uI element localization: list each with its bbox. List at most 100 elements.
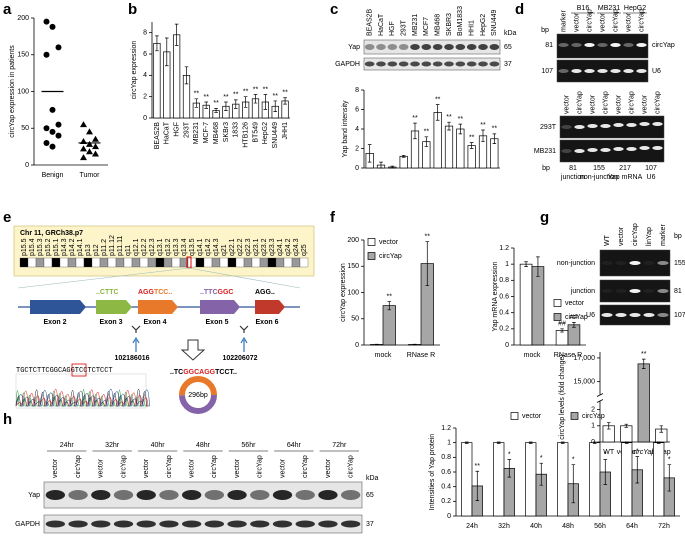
point	[43, 18, 50, 25]
size-label: 81	[674, 288, 682, 295]
bar	[557, 442, 569, 517]
band	[643, 289, 655, 293]
x-tick-label: 24h	[466, 523, 478, 530]
lane-label: vector	[98, 458, 105, 478]
x-tick-label: HTB126	[242, 122, 249, 148]
bar	[620, 425, 633, 443]
band	[45, 490, 66, 500]
row-label: GAPDH	[15, 521, 40, 528]
band	[615, 289, 627, 293]
band-label: p13	[85, 244, 92, 256]
band	[652, 122, 663, 126]
x-tick-label: 48h	[562, 523, 574, 530]
error-bar	[204, 101, 209, 109]
exon-label: Exon 6	[256, 319, 279, 326]
band	[387, 44, 398, 50]
exon	[138, 300, 178, 314]
lane-label: vector	[563, 94, 570, 114]
sequence-part: TCCT..	[215, 369, 237, 376]
band	[181, 490, 202, 500]
axis-break	[596, 399, 604, 403]
band	[610, 69, 621, 73]
lane-label: circYap	[654, 91, 661, 114]
band	[364, 61, 375, 67]
band	[558, 69, 569, 73]
chromosome-band	[211, 257, 221, 268]
chromosome-title: Chr 11, GRCh38.p7	[20, 230, 83, 237]
significance-label: **	[387, 293, 393, 300]
y-tick-label: 50	[351, 316, 359, 323]
x-tick-label: BEAS2B	[154, 122, 161, 150]
bar	[637, 363, 650, 443]
lane-label: circYap	[576, 91, 583, 114]
sequence: AGG..	[255, 289, 275, 296]
error-bar	[624, 423, 629, 428]
lane-label: circYap	[632, 223, 639, 246]
x-tick-label: 293T	[183, 121, 190, 138]
band	[227, 520, 247, 528]
error-bar	[367, 144, 372, 163]
lane-label: WT	[604, 234, 611, 246]
band-label: p15.1	[53, 238, 60, 256]
gel	[43, 514, 363, 534]
band	[113, 520, 134, 528]
band	[410, 61, 420, 67]
error-bar	[524, 261, 528, 267]
legend-label: circYap	[379, 253, 402, 260]
bar	[567, 324, 581, 346]
band	[295, 520, 315, 528]
size-label: 81	[545, 42, 553, 49]
band	[45, 520, 66, 528]
axis-break	[596, 393, 604, 397]
chromosome-band	[131, 257, 141, 268]
y-axis-label: circYap expression	[340, 263, 347, 322]
y-tick-label: 0.4	[499, 310, 509, 317]
panel-label: h	[3, 411, 12, 428]
x-tick-label: SKBr3	[223, 122, 230, 142]
band-label: q24.1	[277, 238, 284, 256]
chromosome-band	[275, 257, 285, 268]
y-axis-label: Intensities of Yap protein	[429, 434, 436, 511]
error-bar	[447, 121, 451, 131]
error-bar	[224, 101, 228, 111]
band-label: q22.2	[237, 238, 244, 256]
time-label: 40hr	[151, 442, 166, 449]
error-bar	[387, 301, 392, 311]
point	[80, 154, 87, 161]
y-tick-label: 1.2	[441, 425, 451, 432]
row-label: junction	[570, 288, 595, 295]
lane-label: BoM1833	[457, 6, 464, 36]
lane-label: vector	[143, 458, 150, 478]
zoom-lines	[17, 267, 301, 289]
exon-label: Exon 2	[44, 319, 67, 326]
band	[340, 520, 361, 528]
bar	[399, 155, 408, 169]
significance-label: *	[636, 448, 639, 455]
legend-swatch	[570, 412, 579, 420]
chromosome-band	[195, 257, 205, 268]
y-tick-label: 4	[143, 72, 147, 79]
band	[387, 61, 398, 67]
size-label: 155	[593, 165, 605, 172]
band-label: p14.1	[77, 238, 84, 256]
significance-label: **	[253, 86, 259, 93]
error-bar	[424, 136, 429, 147]
lane-label: vector	[615, 94, 622, 114]
error-bar	[560, 441, 565, 444]
sequence-part: ..CTTC	[96, 289, 119, 296]
band-label: p12	[93, 244, 100, 256]
size-label: 37	[366, 521, 374, 528]
time-label: 48hr	[196, 442, 211, 449]
y-tick-label: 15,000	[574, 378, 596, 385]
bar	[444, 125, 454, 169]
x-tick-label: mock	[524, 352, 541, 359]
x-tick-label: HepG2	[262, 122, 269, 144]
band	[629, 289, 641, 293]
error-bar	[560, 328, 564, 333]
band-label: p15.2	[45, 238, 52, 256]
lane-label: circYap	[120, 455, 127, 478]
significance-label: *	[572, 457, 575, 464]
band-label: q14.2	[205, 238, 212, 256]
chromosome-band	[99, 257, 109, 268]
